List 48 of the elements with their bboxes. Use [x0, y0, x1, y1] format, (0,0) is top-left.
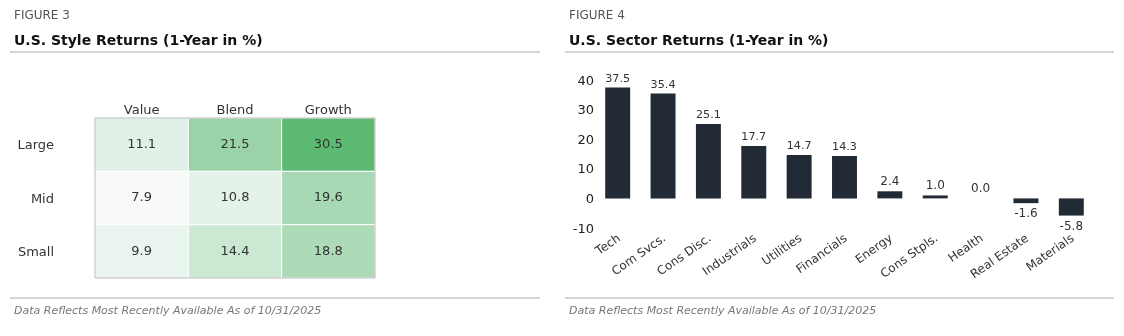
text: Data Reflects Most Recently Available As of 10/31/2025 [569, 304, 877, 317]
x-tick-label: Growth [304, 102, 352, 118]
chart-title: U.S. Sector Returns (1-Year in %) [569, 32, 829, 48]
data-label: 14.4 [220, 242, 250, 258]
data-label: 19.6 [313, 189, 343, 205]
y-tick-label: Large [17, 137, 54, 153]
y-tick-label: Small [17, 243, 54, 259]
y-tick-label: Mid [30, 190, 54, 206]
y-tick-label: 20 [577, 131, 594, 147]
data-label: 14.7 [786, 139, 812, 153]
bar [1013, 198, 1039, 204]
y-tick-label: 40 [577, 72, 594, 88]
chart-subtitle: FIGURE 4 [569, 8, 625, 22]
data-label: 10.8 [220, 189, 250, 205]
data-label: 30.5 [313, 135, 343, 151]
bar [605, 87, 631, 199]
data-label: 0.0 [971, 181, 991, 196]
x-tick-label: Value [123, 102, 160, 118]
data-label: -5.8 [1059, 218, 1084, 233]
data-label: 17.7 [741, 130, 767, 144]
data-label: 14.3 [832, 140, 857, 154]
bar [832, 156, 857, 199]
bar [877, 191, 903, 199]
bar [922, 195, 948, 199]
data-label: 1.0 [925, 178, 945, 193]
y-tick-label: -10 [572, 220, 594, 236]
data-label: 7.9 [131, 189, 153, 205]
data-label: 9.9 [131, 242, 153, 258]
bar [1058, 198, 1084, 216]
bar [650, 93, 676, 199]
data-label: 25.1 [695, 108, 721, 122]
y-tick-label: 10 [577, 161, 594, 177]
text: Data Reflects Most Recently Available As of 10/31/2025 [14, 304, 322, 317]
data-label: 2.4 [880, 174, 900, 189]
x-tick-label: Blend [216, 102, 254, 118]
y-tick-label: 0 [585, 190, 594, 206]
chart-subtitle: FIGURE 3 [14, 8, 70, 22]
bar [786, 154, 812, 199]
data-label: -1.6 [1014, 206, 1038, 221]
bar [741, 146, 767, 199]
data-label: 11.1 [127, 135, 157, 151]
data-label: 37.5 [605, 71, 631, 85]
bar [695, 124, 721, 199]
y-tick-label: 30 [577, 102, 594, 118]
data-label: 21.5 [220, 135, 250, 151]
chart-title: U.S. Style Returns (1-Year in %) [14, 32, 263, 48]
data-label: 35.4 [650, 77, 676, 91]
data-label: 18.8 [313, 242, 343, 258]
